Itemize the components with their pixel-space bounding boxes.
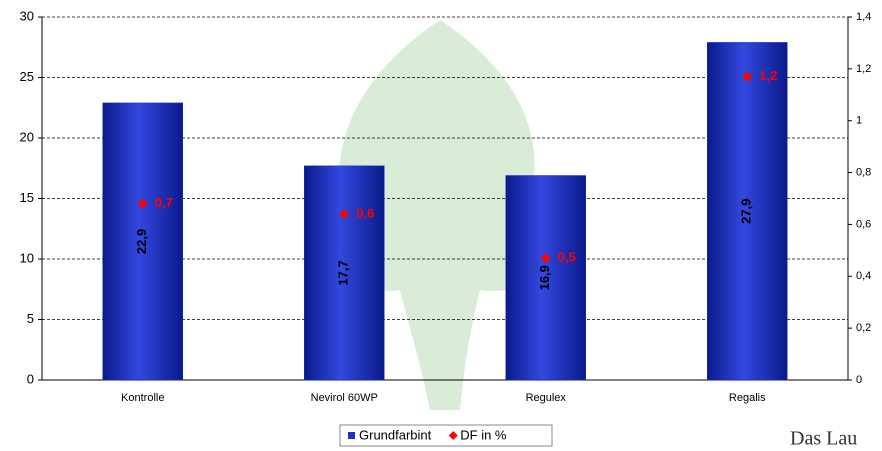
marker (339, 209, 350, 220)
marker (540, 253, 551, 264)
marker-value-label: 1,2 (759, 68, 777, 83)
bar (505, 175, 586, 381)
y-tick-label: 30 (20, 8, 34, 23)
x-tick-label: Kontrolle (121, 392, 164, 404)
y-tick-label: 5 (27, 311, 34, 326)
y-tick-label: 25 (20, 69, 34, 84)
bar-value-label: 27,9 (739, 199, 754, 224)
legend-box (339, 424, 553, 447)
y-tick-label: 15 (20, 190, 34, 205)
y-tick-label: 0 (27, 371, 34, 386)
marker-value-label: 0,5 (558, 250, 576, 265)
bar-value-label: 16,9 (537, 265, 552, 290)
bar (102, 102, 183, 381)
marker-value-label: 0,7 (155, 195, 173, 210)
legend-swatch (448, 431, 458, 440)
y2-tick-label: 0,2 (856, 322, 871, 334)
bar (304, 165, 385, 381)
marker (742, 71, 753, 82)
y2-tick-label: 1 (856, 115, 862, 127)
legend-label: DF in % (460, 427, 507, 442)
x-tick-label: Regalis (729, 392, 766, 404)
x-tick-label: Nevirol 60WP (311, 392, 378, 404)
bar (707, 42, 788, 381)
marker-value-label: 0,6 (356, 205, 374, 220)
y2-tick-label: 0,6 (856, 218, 871, 230)
logo-text: Das Lau (790, 428, 857, 450)
x-tick-label: Regulex (526, 392, 567, 404)
legend: Grundfarbint DF in % (339, 424, 553, 447)
legend-swatch (348, 432, 355, 439)
marker (137, 198, 148, 209)
bar-value-label: 17,7 (336, 260, 351, 285)
y2-tick-label: 0 (856, 374, 862, 386)
y2-tick-label: 0,4 (856, 270, 871, 282)
bar-value-label: 22,9 (134, 229, 149, 254)
legend-label: Grundfarbint (359, 427, 432, 442)
y2-tick-label: 0,8 (856, 166, 871, 178)
y2-tick-label: 1,4 (856, 11, 871, 23)
y2-tick-label: 1,2 (856, 63, 871, 75)
y-tick-label: 20 (20, 129, 34, 144)
y-tick-label: 10 (20, 250, 34, 265)
background-tree (322, 20, 551, 410)
